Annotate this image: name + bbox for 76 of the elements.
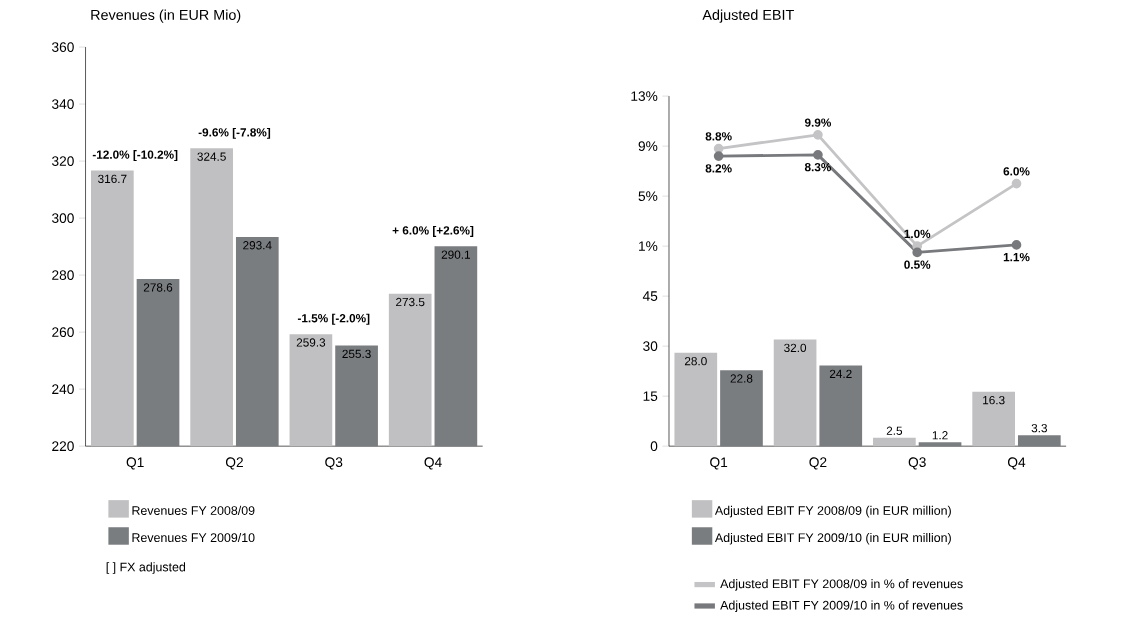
- annotation: -9.6% [-7.8%]: [198, 128, 271, 139]
- y-tick-label: 340: [51, 99, 74, 110]
- x-tick-label: Q3: [908, 457, 926, 470]
- data-label: 1.2: [932, 431, 948, 440]
- y2-tick-label: 1%: [639, 241, 658, 252]
- y-tick-label: 30: [643, 341, 658, 352]
- bar: [918, 442, 962, 447]
- bar: [773, 339, 817, 447]
- data-label: 24.2: [829, 369, 852, 379]
- legend-label: Revenues FY 2008/09: [132, 505, 255, 516]
- data-label: 316.7: [98, 174, 127, 184]
- x-tick-label: Q1: [126, 457, 144, 470]
- data-label: 6.0%: [1003, 167, 1030, 176]
- x-tick-label: Q1: [710, 457, 728, 470]
- bar: [720, 370, 763, 447]
- annotation: + 6.0% [+2.6%]: [392, 226, 474, 238]
- x-tick-label: Q2: [809, 457, 827, 470]
- data-label: 1.0%: [904, 229, 931, 239]
- legend-label: Adjusted EBIT FY 2009/10 in % of revenues: [720, 600, 963, 613]
- y-tick-label: 300: [51, 213, 74, 224]
- y2-tick-label: 13%: [631, 91, 658, 102]
- y-tick-label: 0: [650, 441, 658, 452]
- chart-title: Adjusted EBIT: [702, 9, 794, 23]
- y-tick-label: 45: [642, 291, 658, 302]
- point: [813, 130, 823, 140]
- data-label: 8.3%: [804, 163, 832, 172]
- point: [813, 150, 823, 160]
- y-tick-label: 15: [643, 391, 658, 402]
- data-label: 9.9%: [804, 118, 832, 127]
- bar: [674, 352, 718, 447]
- point: [713, 143, 724, 154]
- y2-tick-label: 5%: [638, 191, 658, 202]
- x-tick-label: Q4: [1007, 457, 1026, 470]
- data-label: 273.5: [396, 297, 425, 307]
- data-label: 0.5%: [904, 260, 931, 269]
- data-label: 255.3: [342, 349, 371, 359]
- annotation: -1.5% [-2.0%]: [297, 313, 370, 325]
- legend-label: Adjusted EBIT FY 2009/10 (in EUR million): [714, 533, 951, 545]
- data-label: 3.3: [1031, 424, 1047, 433]
- y-tick-label: 260: [52, 327, 74, 338]
- x-tick-label: Q3: [325, 457, 343, 470]
- data-label: 28.0: [684, 357, 707, 366]
- y-tick-label: 220: [52, 441, 74, 452]
- data-label: 32.0: [784, 343, 807, 353]
- bar: [873, 437, 916, 447]
- data-label: 259.3: [296, 338, 326, 347]
- y-tick-label: 280: [52, 270, 74, 281]
- data-label: 290.1: [441, 250, 471, 259]
- x-tick-label: Q4: [424, 457, 442, 470]
- data-label: 8.2%: [705, 164, 732, 173]
- data-label: 293.4: [243, 241, 272, 250]
- data-label: 278.6: [143, 283, 173, 292]
- bar: [972, 391, 1015, 447]
- data-label: 1.1%: [1003, 253, 1030, 262]
- point: [912, 247, 923, 258]
- data-label: 2.5: [886, 426, 903, 436]
- y2-tick-label: 9%: [638, 141, 658, 152]
- x-tick-label: Q2: [225, 457, 243, 470]
- chart-title: Revenues (in EUR Mio): [91, 9, 241, 23]
- y-tick-label: 360: [51, 42, 74, 53]
- data-label: 8.8%: [705, 132, 732, 141]
- bar: [1017, 435, 1061, 447]
- legend-label: Adjusted EBIT FY 2008/09 (in EUR million): [714, 505, 951, 518]
- text: [ ] FX adjusted: [106, 562, 186, 574]
- data-label: 22.8: [730, 374, 753, 383]
- annotation: -12.0% [-10.2%]: [92, 150, 178, 162]
- y-tick-label: 320: [51, 156, 74, 167]
- legend-label: Revenues FY 2009/10: [132, 533, 255, 543]
- y-tick-label: 240: [52, 384, 74, 395]
- data-label: 324.5: [197, 152, 226, 161]
- data-label: 16.3: [983, 396, 1005, 405]
- bar: [819, 365, 863, 447]
- legend-label: Adjusted EBIT FY 2008/09 in % of revenues: [720, 579, 963, 591]
- point: [1011, 240, 1022, 250]
- point: [713, 151, 724, 162]
- point: [1011, 178, 1022, 189]
